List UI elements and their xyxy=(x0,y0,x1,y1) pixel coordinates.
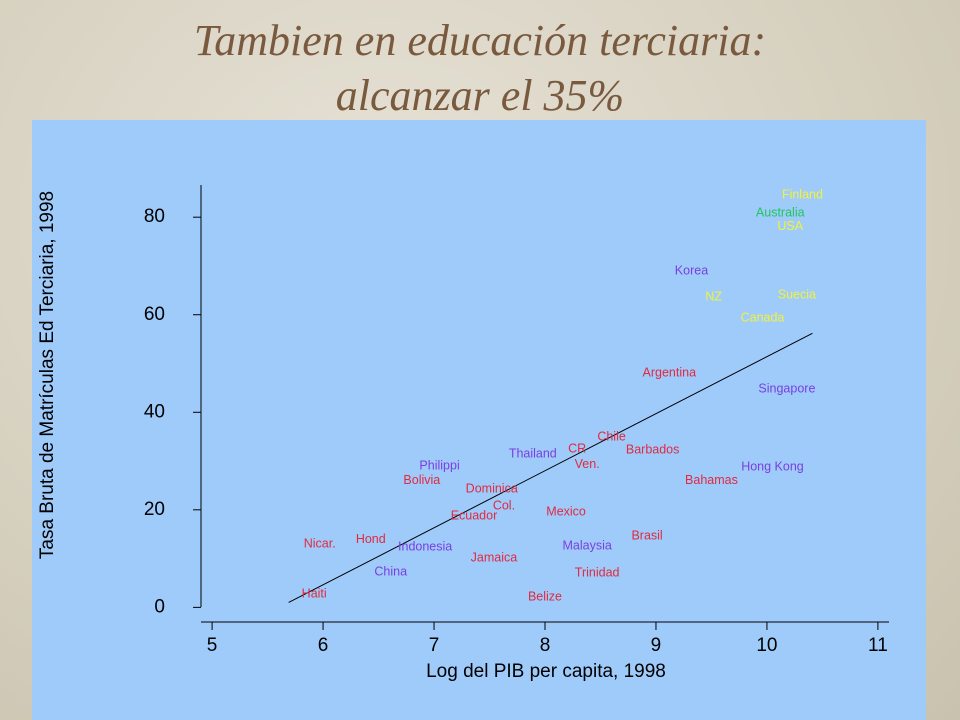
point-label: Hond xyxy=(356,532,386,546)
point-label: Barbados xyxy=(626,443,680,457)
point-label: Bahamas xyxy=(685,473,738,487)
point-label: Indonesia xyxy=(398,540,452,554)
x-tick-label: 9 xyxy=(651,635,662,656)
point-label: Malaysia xyxy=(563,539,612,553)
title-line: alcanzar el 35% xyxy=(336,71,624,120)
point-label: Philippi xyxy=(419,459,459,473)
point-label: Haiti xyxy=(302,586,327,600)
point-label: Finland xyxy=(782,188,823,202)
point-label: China xyxy=(374,565,407,579)
y-axis-label: Tasa Bruta de Matrículas Ed Terciaria, 1… xyxy=(37,191,58,559)
point-label: Chile xyxy=(597,429,626,443)
x-tick-label: 8 xyxy=(540,635,551,656)
point-label: Korea xyxy=(675,264,708,278)
point-label: Suecia xyxy=(778,288,816,302)
point-label: Australia xyxy=(756,206,805,220)
point-label: Ven. xyxy=(575,457,600,471)
point-label: CR xyxy=(568,442,586,456)
title-line: Tambien en educación terciaria: xyxy=(194,16,766,65)
x-tick-label: 5 xyxy=(207,635,218,656)
y-tick-label: 80 xyxy=(144,206,165,227)
point-label: USA xyxy=(777,219,803,233)
x-tick-label: 11 xyxy=(868,635,888,656)
point-label: Ecuador xyxy=(451,508,498,522)
point-label: Bolivia xyxy=(403,473,440,487)
plot-panel xyxy=(32,120,926,720)
y-tick-label: 0 xyxy=(154,596,165,617)
y-tick-label: 40 xyxy=(144,401,165,422)
y-tick-label: 60 xyxy=(144,304,165,325)
point-label: NZ xyxy=(705,289,722,303)
point-label: Argentina xyxy=(643,366,697,380)
point-label: Col. xyxy=(493,499,515,513)
point-label: Belize xyxy=(528,589,562,603)
point-label: Trinidad xyxy=(575,566,620,580)
point-label: Nicar. xyxy=(304,537,336,551)
x-tick-label: 7 xyxy=(429,635,440,656)
point-label: Singapore xyxy=(758,382,815,396)
point-label: Dominica xyxy=(466,482,518,496)
x-tick-label: 10 xyxy=(756,635,777,656)
point-label: Hong Kong xyxy=(741,460,804,474)
y-tick-label: 20 xyxy=(144,499,165,520)
point-label: Jamaica xyxy=(471,550,518,564)
point-label: Canada xyxy=(741,310,785,324)
x-tick-label: 6 xyxy=(318,635,329,656)
point-label: Thailand xyxy=(509,447,557,461)
point-label: Mexico xyxy=(546,505,586,519)
x-axis-label: Log del PIB per capita, 1998 xyxy=(426,661,666,682)
trend-line xyxy=(288,332,813,603)
point-label: Brasil xyxy=(631,528,662,542)
